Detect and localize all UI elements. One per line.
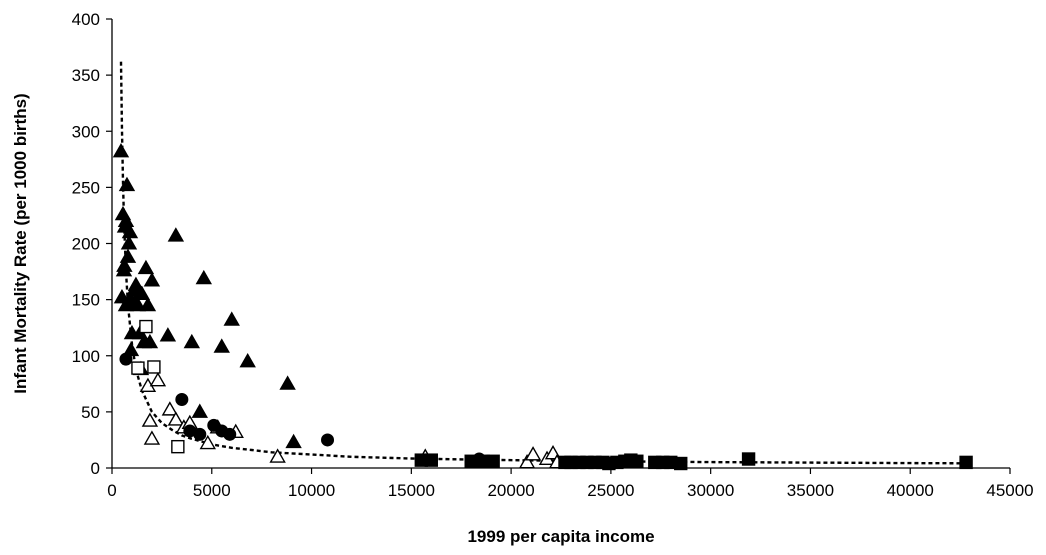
data-point — [321, 433, 335, 447]
y-tick-label: 50 — [81, 403, 100, 422]
trendline — [119, 61, 967, 465]
data-point — [116, 257, 133, 272]
data-point — [171, 439, 185, 454]
data-point — [120, 235, 138, 250]
data-point — [191, 403, 209, 418]
data-point — [223, 427, 237, 441]
x-tick-label: 40000 — [887, 481, 934, 500]
y-tick-label: 250 — [72, 178, 100, 197]
data-point — [141, 333, 159, 349]
y-axis-title: Infant Mortality Rate (per 1000 births) — [11, 93, 30, 393]
x-tick-label: 0 — [107, 481, 116, 500]
data-point — [149, 372, 167, 387]
data-point — [183, 333, 201, 349]
x-tick-label: 15000 — [388, 481, 435, 500]
data-point — [486, 454, 500, 468]
data-point — [239, 352, 256, 368]
x-tick-label: 25000 — [587, 481, 634, 500]
data-point — [630, 454, 644, 468]
y-tick-label: 300 — [72, 122, 100, 141]
data-point — [193, 427, 207, 441]
data-point — [959, 455, 973, 470]
y-tick-label: 0 — [91, 459, 100, 478]
y-tick-label: 150 — [72, 291, 100, 310]
data-point — [285, 433, 302, 449]
series-filled-triangle — [112, 143, 302, 449]
points-layer — [112, 143, 973, 471]
data-point — [175, 393, 189, 407]
data-point — [269, 448, 286, 463]
data-point — [167, 227, 185, 242]
data-point — [112, 143, 130, 158]
series-open-square — [131, 319, 185, 454]
x-tick-label: 20000 — [487, 481, 534, 500]
data-point — [127, 276, 145, 291]
data-point — [518, 453, 536, 469]
y-tick-label: 100 — [72, 347, 100, 366]
data-point — [464, 454, 478, 468]
data-point — [213, 338, 230, 353]
data-point — [674, 456, 688, 471]
data-point — [143, 430, 161, 445]
data-point — [741, 452, 756, 466]
data-point — [147, 360, 161, 374]
y-tick-label: 200 — [72, 235, 100, 254]
data-point — [131, 361, 145, 375]
data-point — [119, 248, 137, 263]
data-point — [117, 212, 135, 228]
series-filled-circle — [119, 352, 486, 466]
data-point — [167, 411, 185, 426]
trendline-layer — [119, 61, 967, 465]
data-point — [199, 434, 216, 450]
data-point — [121, 223, 139, 239]
data-point — [118, 176, 136, 192]
data-point — [139, 296, 157, 312]
series-filled-square — [414, 452, 973, 471]
x-tick-label: 35000 — [787, 481, 834, 500]
data-point — [161, 401, 179, 416]
data-point — [223, 311, 240, 326]
y-tick-label: 400 — [72, 10, 100, 29]
x-tick-label: 10000 — [288, 481, 335, 500]
series-open-triangle — [139, 372, 566, 469]
x-tick-label: 30000 — [687, 481, 734, 500]
data-point — [141, 412, 159, 427]
data-point — [137, 259, 155, 275]
data-point — [183, 424, 197, 438]
y-tick-label: 350 — [72, 66, 100, 85]
data-point — [424, 453, 438, 467]
x-tick-label: 45000 — [986, 481, 1033, 500]
data-point — [159, 327, 177, 342]
data-point — [119, 352, 133, 366]
data-point — [139, 319, 153, 334]
data-point — [524, 446, 542, 461]
data-point — [279, 375, 296, 390]
data-point — [133, 285, 151, 300]
data-point — [129, 296, 147, 312]
axes: 0 50 100 150 200 250 300 350 400 0 5000 10000 15000 2… — [72, 10, 1034, 500]
data-point — [195, 269, 213, 285]
x-axis-title: 1999 per capita income — [467, 527, 654, 546]
x-tick-label: 5000 — [193, 481, 231, 500]
data-point — [143, 272, 161, 287]
